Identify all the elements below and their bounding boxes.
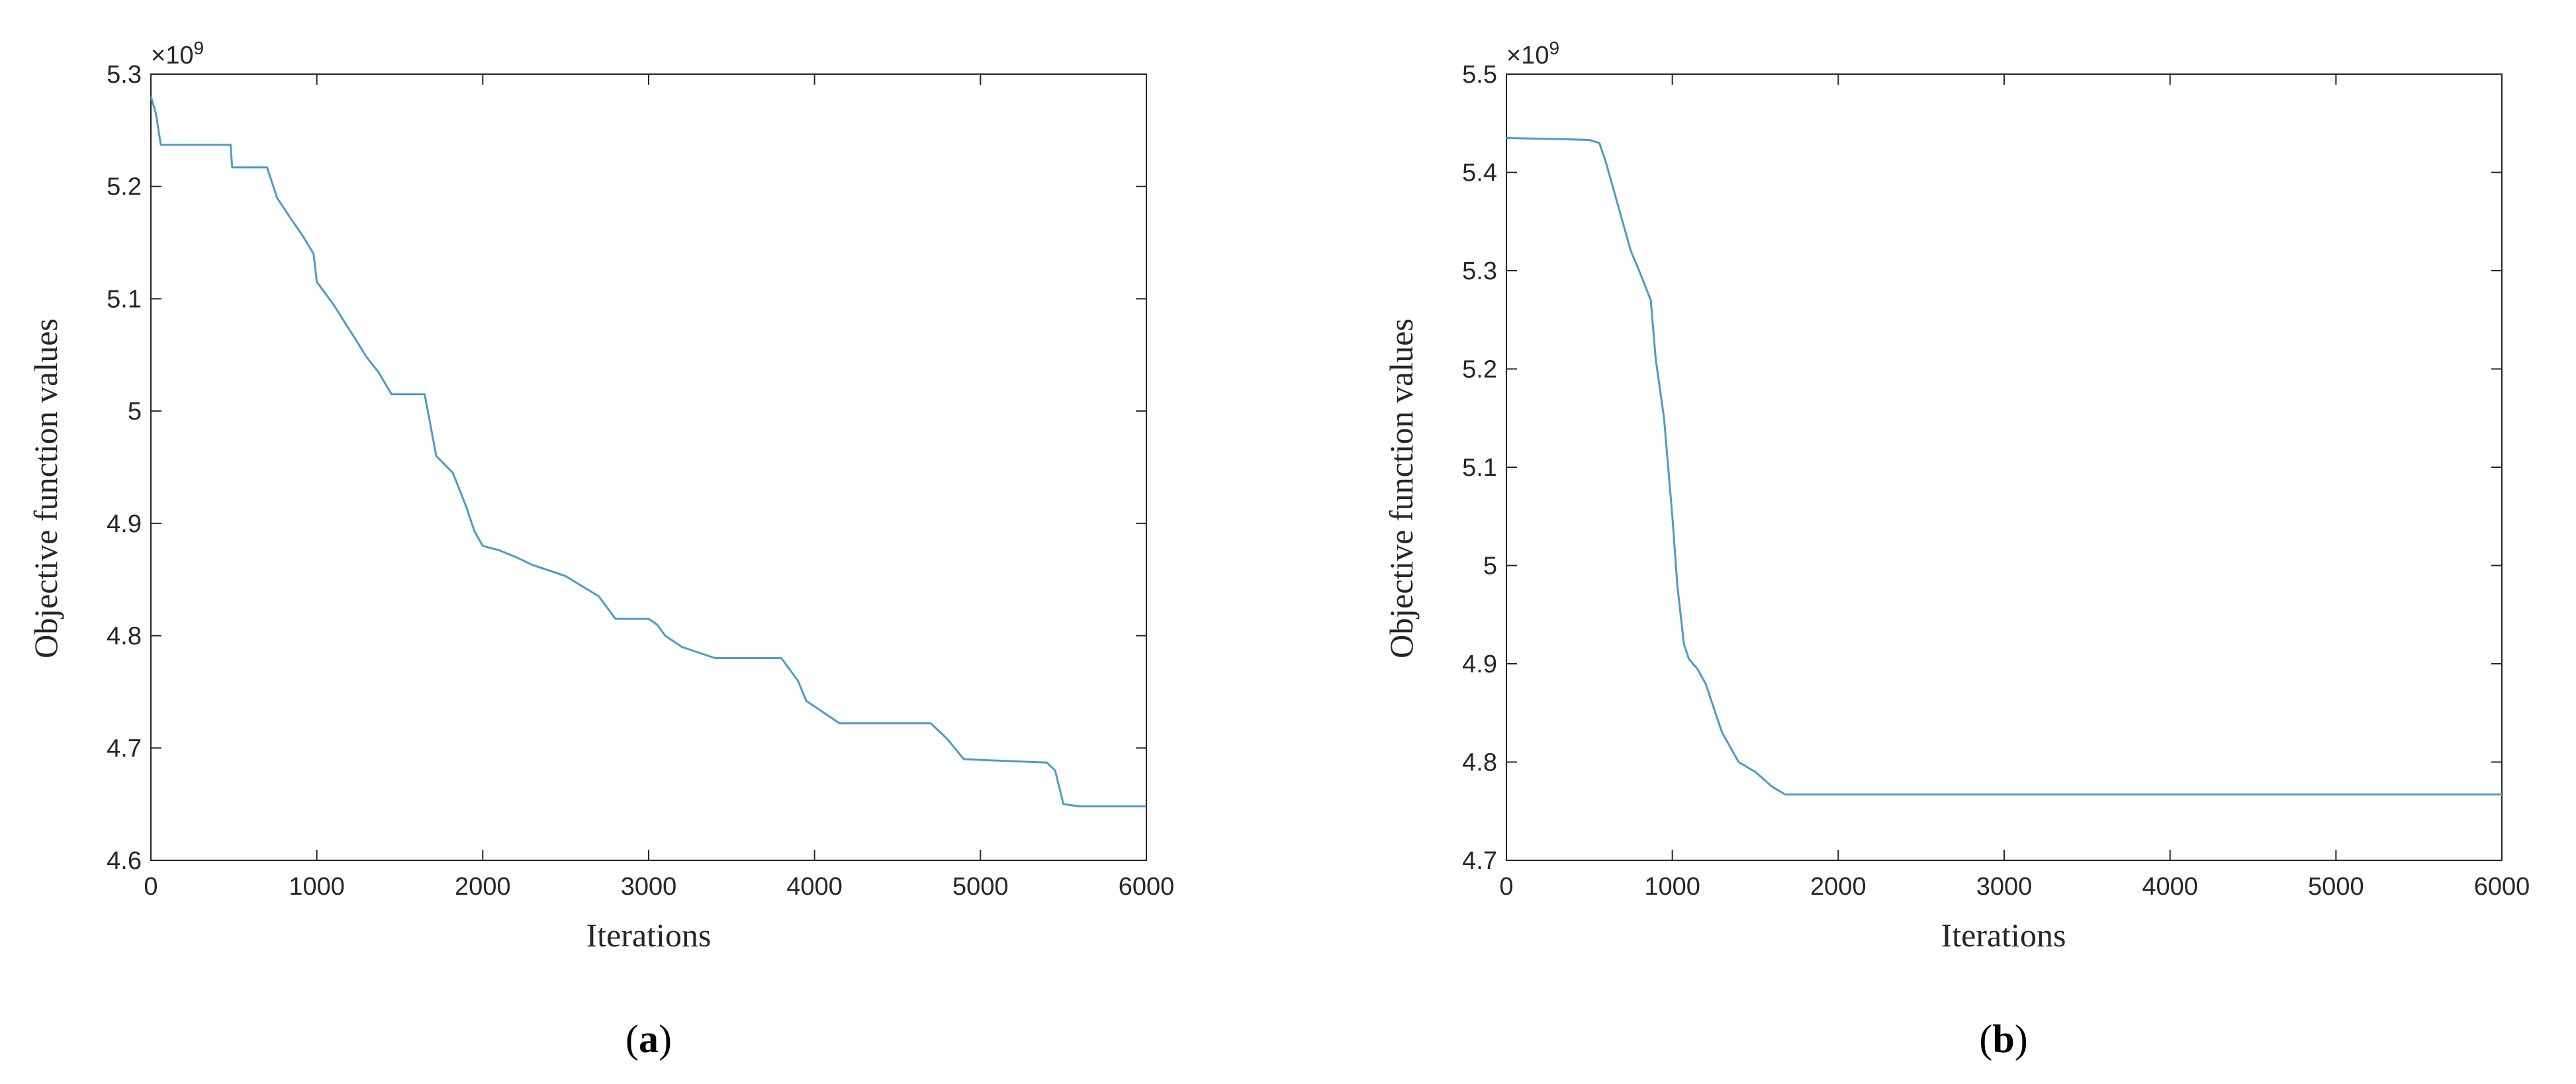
chart-a-y-tick-label: 5.1 [107, 285, 142, 313]
chart-b-series-line [1506, 137, 2502, 795]
chart-a-y-exponent-power: 9 [193, 38, 204, 58]
chart-a-y-tick-label: 5.2 [107, 173, 142, 201]
chart-b-x-tick-label: 2000 [1810, 873, 1866, 901]
chart-a-y-axis-label: Objective function values [27, 318, 64, 658]
chart-b-y-tick-label: 5.3 [1462, 257, 1497, 285]
chart-a-x-tick-label: 3000 [621, 873, 677, 901]
chart-b-y-exponent-power: 9 [1549, 38, 1559, 58]
chart-b-x-tick-label: 3000 [1976, 873, 2033, 901]
chart-b-y-tick-label: 5.2 [1462, 356, 1497, 384]
chart-a-y-tick-label: 5.3 [107, 61, 142, 89]
chart-b-x-tick-label: 0 [1499, 873, 1513, 901]
chart-b-x-axis-label: Iterations [1941, 917, 2066, 954]
chart-a-y-exponent-base: ×10 [151, 42, 193, 69]
chart-a-x-tick-label: 4000 [786, 873, 843, 901]
chart-b-y-axis-label: Objective function values [1383, 318, 1420, 658]
chart-b-y-exponent: ×109 [1506, 38, 1559, 69]
chart-b-y-exponent-base: ×10 [1506, 42, 1549, 69]
chart-b-y-tick-label: 4.7 [1462, 847, 1497, 875]
chart-b-y-tick-label: 4.9 [1462, 651, 1497, 678]
chart-b-y-tick-label: 5.4 [1462, 159, 1497, 187]
chart-a-x-tick-label: 6000 [1119, 873, 1175, 901]
chart-a-y-exponent: ×109 [151, 38, 204, 69]
chart-a-y-tick-label: 5 [128, 398, 142, 426]
chart-a-series-line [150, 96, 1146, 807]
panel-label-b-letter: b [1992, 1017, 2014, 1061]
chart-a-y-tick-label: 4.8 [107, 623, 142, 651]
panel-label-b: (b) [1979, 1017, 2027, 1061]
chart-b-marks: 0 1000 2000 3000 4000 5000 6000 4.7 4.8 4.9 5 5.1 5.… [1462, 61, 2530, 901]
panel-label-a-close: ) [659, 1017, 672, 1061]
chart-b-x-tick-label: 6000 [2474, 873, 2530, 901]
chart-a-x-tick-label: 2000 [455, 873, 511, 901]
chart-b-x-tick-label: 1000 [1644, 873, 1700, 901]
panel-label-b-close: ) [2015, 1017, 2028, 1061]
chart-a-x-tick-label: 5000 [952, 873, 1009, 901]
panel-label-a: (a) [625, 1017, 672, 1061]
chart-b-x-tick-label: 4000 [2142, 873, 2198, 901]
chart-a-y-tick-label: 4.9 [107, 510, 142, 538]
chart-a-x-axis-label: Iterations [586, 917, 712, 954]
chart-a-x-tick-label: 0 [144, 873, 158, 901]
chart-b: 0 1000 2000 3000 4000 5000 6000 4.7 4.8 4.9 5 5.1 5.… [1383, 38, 2530, 954]
chart-b-y-tick-label: 5 [1483, 553, 1497, 580]
chart-b-x-tick-label: 5000 [2308, 873, 2364, 901]
chart-a-y-tick-label: 4.7 [107, 735, 142, 762]
chart-a: 0 1000 2000 3000 4000 5000 6000 4.6 4.7 4.8 4.9 5 5.… [27, 38, 1174, 954]
panel-label-b-open: ( [1979, 1017, 1992, 1061]
chart-b-y-tick-label: 5.1 [1462, 454, 1497, 482]
chart-b-y-tick-label: 4.8 [1462, 749, 1497, 777]
chart-a-x-tick-label: 1000 [289, 873, 345, 901]
chart-b-y-tick-label: 5.5 [1462, 61, 1497, 89]
panel-label-a-open: ( [625, 1017, 639, 1061]
chart-a-y-tick-label: 4.6 [107, 847, 142, 875]
chart-a-marks: 0 1000 2000 3000 4000 5000 6000 4.6 4.7 4.8 4.9 5 5.… [107, 61, 1174, 901]
panel-label-a-letter: a [639, 1017, 659, 1061]
